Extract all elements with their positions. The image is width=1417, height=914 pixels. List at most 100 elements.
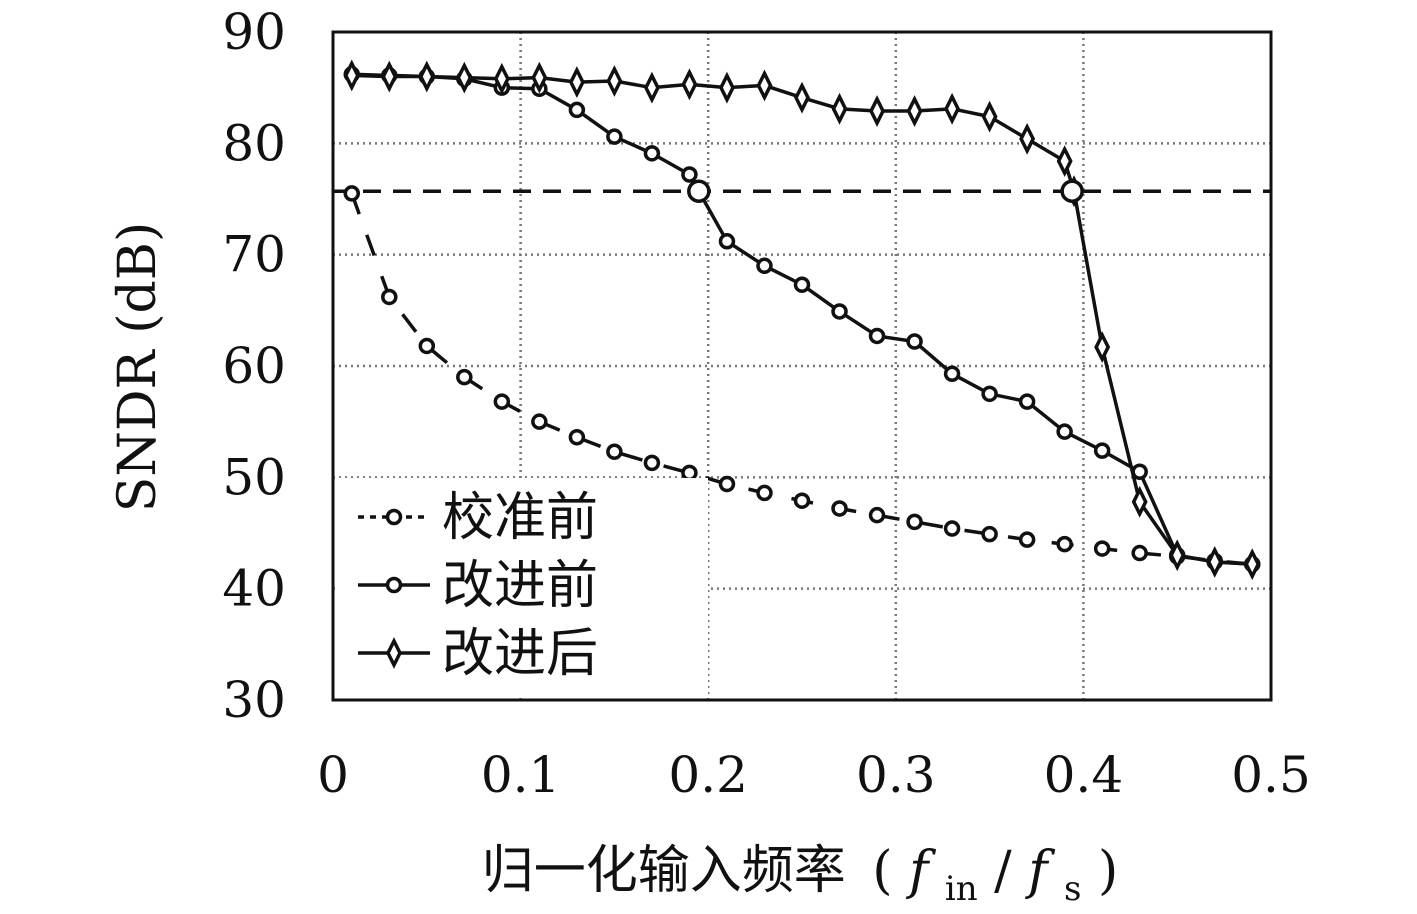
y-tick-label-3: 60	[222, 337, 286, 395]
x-tick-label-2: 0.2	[668, 746, 748, 804]
x-tick-label-3: 0.3	[856, 746, 936, 804]
series-2-point-11	[756, 69, 773, 102]
series-0-point-14	[868, 506, 886, 524]
y-tick-label-0: 30	[222, 671, 286, 729]
series-0-point-6	[568, 429, 586, 446]
y-tick-label-6: 90	[222, 3, 286, 61]
series-1-point-13	[793, 276, 811, 293]
series-1-point-11	[718, 233, 736, 250]
series-0-point-21	[1131, 544, 1148, 562]
series-0-point-16	[943, 520, 961, 537]
threshold-point-1	[1060, 179, 1084, 203]
series-0-point-17	[981, 525, 998, 543]
series-2-point-16	[944, 92, 961, 125]
series-2-point-17	[981, 100, 998, 133]
series-0-point-1	[381, 288, 398, 306]
series-2-point-6	[568, 66, 585, 99]
series-2-point-5	[531, 61, 548, 94]
x-tick-label-1: 0.1	[481, 746, 561, 804]
legend-marker-1	[385, 576, 403, 594]
series-0-point-7	[606, 443, 623, 460]
series-1-point-9	[681, 166, 698, 183]
x-axis-slash: /	[994, 841, 1012, 901]
legend-label-2: 改进后	[442, 624, 598, 684]
series-0-point-2	[418, 337, 436, 355]
series-1-point-6	[568, 101, 586, 119]
x-axis-sub-s: s	[1064, 869, 1081, 909]
series-0-point-18	[1018, 531, 1036, 548]
plot-frame	[331, 30, 1273, 702]
x-axis-f: f	[905, 841, 936, 901]
series-0-point-3	[456, 368, 473, 386]
tick-labels: 0 0.1 0.2 0.3 0.4 0.5 30 40 50 60 70 80 90	[222, 3, 1310, 804]
x-axis-f2: f	[1024, 841, 1055, 901]
series-2-point-18	[1019, 122, 1036, 155]
y-tick-label-2: 50	[222, 448, 286, 506]
series-1-point-8	[643, 145, 661, 162]
series-2-point-19	[1056, 145, 1073, 178]
series-0-point-8	[643, 454, 661, 472]
series-1-point-16	[906, 333, 923, 350]
y-tick-label-4: 70	[222, 226, 286, 284]
series-2	[343, 59, 1261, 581]
x-axis-paren-open: (	[872, 841, 892, 901]
series-1-point-18	[981, 385, 998, 403]
series-0-point-20	[1093, 540, 1111, 557]
grid-lines	[333, 32, 1271, 700]
series-0-point-13	[831, 500, 848, 517]
series-2-point-13	[831, 92, 848, 125]
series-1	[343, 66, 1261, 573]
series-2-point-23	[1169, 539, 1186, 572]
series-2-point-9	[681, 68, 698, 101]
series-0-point-19	[1056, 535, 1073, 553]
series-1-point-20	[1056, 423, 1073, 440]
y-tick-label-1: 40	[222, 560, 286, 618]
series-1-point-14	[831, 303, 848, 320]
series-0-point-4	[493, 393, 511, 410]
series-1-point-7	[606, 128, 623, 145]
legend-label-0: 校准前	[442, 488, 598, 548]
series-0-point-15	[906, 513, 923, 531]
x-axis-paren-close: )	[1098, 841, 1118, 901]
series-0-point-11	[756, 484, 773, 502]
series-2-point-15	[906, 95, 923, 127]
series-2-point-25	[1244, 548, 1261, 581]
series-layer	[343, 59, 1261, 581]
series-2-point-8	[643, 71, 660, 104]
series-2-point-0	[343, 59, 360, 92]
series-2-point-14	[869, 95, 885, 127]
x-tick-label-0: 0	[317, 746, 349, 804]
series-0-point-12	[793, 492, 811, 509]
x-tick-label-4: 0.4	[1044, 746, 1124, 804]
series-2-point-1	[381, 60, 398, 93]
series-2-point-7	[606, 65, 623, 97]
series-1-point-15	[868, 327, 886, 345]
x-axis-title: 归一化输入频率 ( f in / f s )	[482, 841, 1119, 913]
x-tick-label-5: 0.5	[1231, 746, 1311, 804]
series-2-point-4	[493, 62, 510, 95]
legend-label-1: 改进前	[442, 556, 598, 616]
y-tick-label-5: 80	[222, 114, 286, 172]
series-0-point-5	[531, 413, 548, 430]
x-axis-sub-in: in	[945, 869, 978, 909]
threshold-point-0	[687, 179, 711, 203]
series-1-point-12	[756, 257, 773, 275]
series-2-point-24	[1206, 546, 1223, 578]
series-1-point-17	[943, 365, 961, 383]
series-0-point-9	[681, 464, 698, 482]
series-1-point-19	[1018, 393, 1036, 410]
series-2-point-2	[418, 60, 435, 93]
series-2-point-12	[794, 81, 810, 114]
y-axis-title: SNDR (dB)	[108, 222, 168, 513]
series-2-point-22	[1131, 485, 1148, 518]
series-2-point-3	[456, 61, 473, 94]
legend-marker-2	[386, 637, 402, 669]
series-0-point-10	[718, 475, 736, 493]
series-0-point-0	[343, 185, 361, 202]
series-2-point-10	[719, 71, 735, 104]
series-2-point-21	[1094, 331, 1111, 363]
series-1-point-21	[1093, 442, 1111, 459]
x-axis-title-text: 归一化输入频率	[482, 841, 846, 901]
